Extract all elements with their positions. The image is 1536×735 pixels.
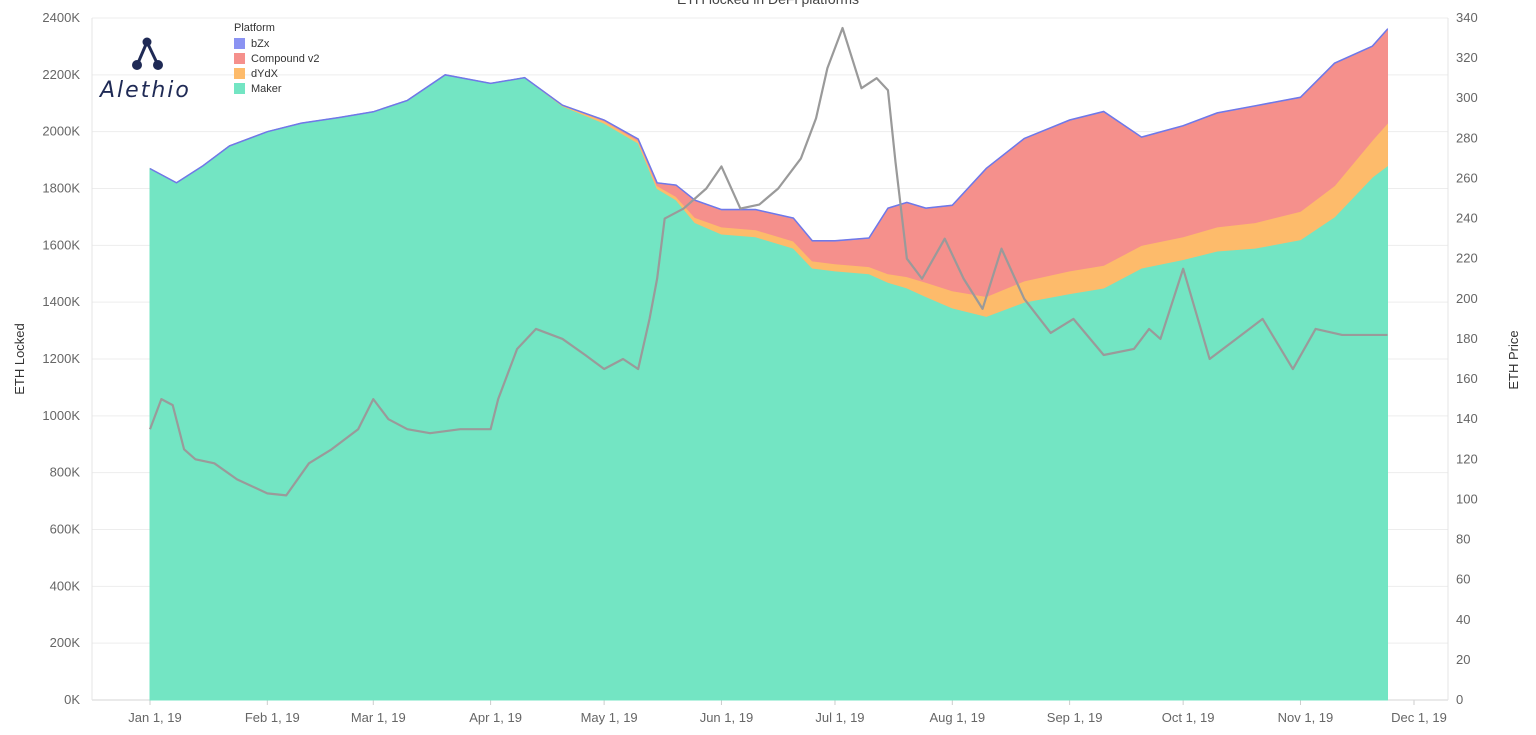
y-tick-label: 1600K — [42, 237, 80, 252]
chart-title: ETH locked in DeFi platforms — [677, 0, 859, 7]
y-tick-label: 800K — [50, 465, 81, 480]
y2-tick-label: 320 — [1456, 50, 1478, 65]
alethio-wordmark: Alethio — [100, 78, 191, 103]
legend-item-compound[interactable]: Compound v2 — [234, 51, 320, 66]
y-tick-label: 1800K — [42, 181, 80, 196]
x-tick-label: Jan 1, 19 — [128, 710, 182, 725]
y-tick-label: 1400K — [42, 294, 80, 309]
y-tick-label: 0K — [64, 692, 80, 707]
y-tick-label: 2400K — [42, 10, 80, 25]
legend-swatch-maker — [234, 83, 245, 94]
x-tick-label: Aug 1, 19 — [929, 710, 985, 725]
y2-tick-label: 0 — [1456, 692, 1463, 707]
y2-tick-label: 20 — [1456, 652, 1470, 667]
eth-price-line — [148, 26, 1388, 497]
x-tick-label: Mar 1, 19 — [351, 710, 406, 725]
legend-label-compound: Compound v2 — [251, 52, 320, 65]
x-tick-label: Jun 1, 19 — [700, 710, 754, 725]
y2-tick-label: 200 — [1456, 291, 1478, 306]
y2-tick-label: 220 — [1456, 251, 1478, 266]
y2-tick-label: 120 — [1456, 451, 1478, 466]
x-tick-label: Apr 1, 19 — [469, 710, 522, 725]
legend: Platform bZx Compound v2 dYdX Maker — [234, 22, 320, 96]
legend-label-maker: Maker — [251, 82, 282, 95]
y2-tick-label: 340 — [1456, 10, 1478, 25]
alethio-logo: Alethio — [100, 36, 200, 106]
alethio-logo-icon — [132, 37, 163, 70]
y2-tick-label: 40 — [1456, 612, 1470, 627]
y-tick-label: 600K — [50, 522, 81, 537]
y2-tick-label: 140 — [1456, 411, 1478, 426]
x-tick-label: Dec 1, 19 — [1391, 710, 1447, 725]
x-tick-label: May 1, 19 — [581, 710, 638, 725]
y2-tick-label: 280 — [1456, 130, 1478, 145]
y2-tick-label: 300 — [1456, 90, 1478, 105]
area-top-outline — [149, 28, 1389, 242]
legend-label-bzx: bZx — [251, 37, 270, 50]
y2-tick-label: 260 — [1456, 170, 1478, 185]
legend-item-dydx[interactable]: dYdX — [234, 66, 320, 81]
legend-label-dydx: dYdX — [251, 67, 278, 80]
x-tick-label: Sep 1, 19 — [1047, 710, 1103, 725]
y2-axis-title: ETH Price — [1506, 330, 1521, 389]
y-tick-label: 1000K — [42, 408, 80, 423]
y-tick-label: 400K — [50, 578, 81, 593]
y2-tick-label: 160 — [1456, 371, 1478, 386]
legend-swatch-bzx — [234, 38, 245, 49]
y2-tick-label: 80 — [1456, 532, 1470, 547]
y2-tick-label: 180 — [1456, 331, 1478, 346]
legend-swatch-compound — [234, 53, 245, 64]
legend-item-maker[interactable]: Maker — [234, 81, 320, 96]
x-tick-label: Nov 1, 19 — [1278, 710, 1334, 725]
y-tick-label: 2200K — [42, 67, 80, 82]
y-tick-label: 1200K — [42, 351, 80, 366]
y2-tick-label: 100 — [1456, 491, 1478, 506]
x-tick-label: Oct 1, 19 — [1162, 710, 1215, 725]
legend-swatch-dydx — [234, 68, 245, 79]
y2-tick-label: 240 — [1456, 211, 1478, 226]
legend-item-bzx[interactable]: bZx — [234, 36, 320, 51]
legend-title: Platform — [234, 22, 275, 34]
x-tick-label: Jul 1, 19 — [815, 710, 864, 725]
x-tick-label: Feb 1, 19 — [245, 710, 300, 725]
y-tick-label: 200K — [50, 635, 81, 650]
y2-tick-label: 60 — [1456, 572, 1470, 587]
y-tick-label: 2000K — [42, 124, 80, 139]
y-axis-title: ETH Locked — [12, 323, 27, 395]
